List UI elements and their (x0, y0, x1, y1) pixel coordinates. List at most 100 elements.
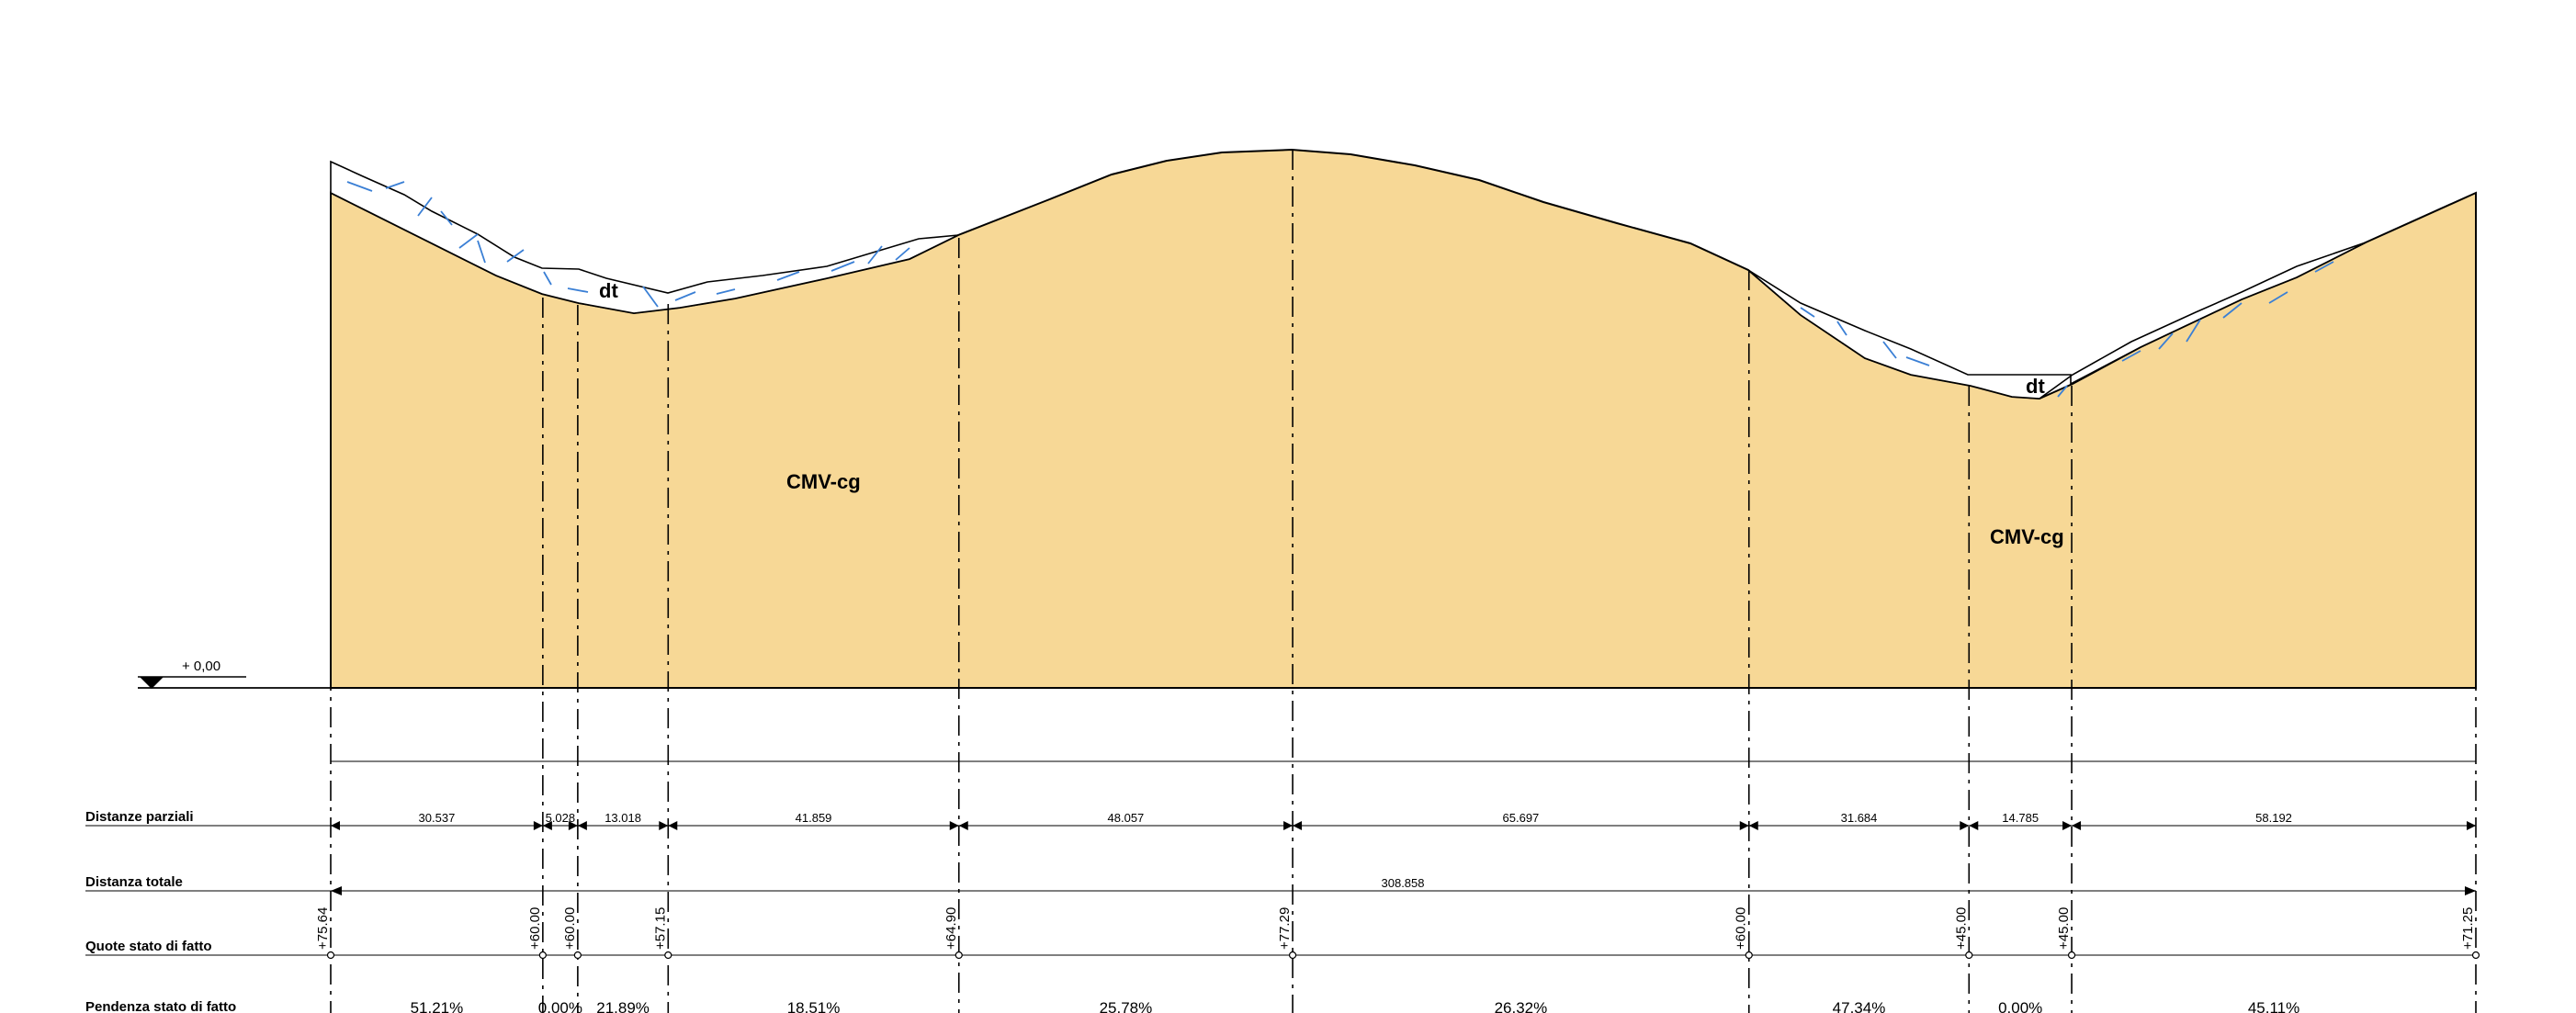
slope-value: 0.00% (1998, 999, 2042, 1013)
partial-arrow-start (668, 821, 678, 830)
height-marker (538, 951, 547, 960)
datum-marker (138, 676, 246, 689)
partial-distance-value: 31.684 (1841, 811, 1878, 825)
soil-layer-fill (330, 148, 2477, 689)
slope-value: 25.78% (1100, 999, 1153, 1013)
height-value: +71.25 (2460, 907, 2476, 950)
hatch-stroke (2186, 319, 2201, 343)
partial-arrow-end (533, 821, 543, 830)
partial-arrow-start (331, 821, 340, 830)
height-value: +60.00 (1734, 907, 1749, 950)
partial-arrow-end (1960, 821, 1970, 830)
height-marker (2471, 951, 2480, 960)
partial-arrow-start (958, 821, 968, 830)
row-label-slope: Pendenza stato di fatto (85, 999, 236, 1013)
hatch-stroke (477, 240, 486, 264)
hatch-stroke (2222, 302, 2243, 319)
partial-distance-value: 48.057 (1108, 811, 1145, 825)
hatch-stroke (506, 249, 525, 263)
partial-arrow-end (1739, 821, 1749, 830)
debris-label-left: dt (599, 279, 618, 302)
total-distance-value: 308.858 (1382, 876, 1425, 890)
hatch-stroke (1800, 307, 1815, 318)
slope-value: 51.21% (411, 999, 464, 1013)
slope-value: 45.11% (2248, 999, 2299, 1013)
hatch-stroke (417, 197, 433, 217)
hatch-stroke (2268, 291, 2288, 304)
height-value: +57.15 (652, 907, 668, 950)
hatch-stroke (1836, 321, 1847, 336)
height-value: +75.64 (315, 907, 331, 950)
slope-value: 21.89% (596, 999, 650, 1013)
partial-distance-value: 41.859 (796, 811, 832, 825)
height-marker (2067, 951, 2076, 960)
row-label-total: Distanza totale (85, 874, 183, 890)
debris-label-right: dt (2026, 375, 2045, 398)
hatch-stroke (346, 181, 373, 192)
partial-arrow-start (542, 821, 552, 830)
row-label-heights: Quote stato di fatto (85, 939, 212, 954)
height-marker (664, 951, 672, 960)
profile-stations: +75.64 +60.00 30.537 51.21% +60.00 5.028 0.00%… (315, 150, 2480, 1013)
partial-arrow-end (2467, 821, 2476, 830)
height-value: +60.00 (527, 907, 543, 950)
hatch-stroke (1905, 356, 1930, 366)
hatch-stroke (895, 247, 910, 261)
partial-arrow-end (2062, 821, 2073, 830)
hatch-stroke (716, 288, 736, 295)
partial-arrow-end (659, 821, 669, 830)
partial-arrow-start (1293, 821, 1303, 830)
hatch-stroke (642, 286, 659, 308)
height-marker (1745, 951, 1753, 960)
height-value: +77.29 (1277, 907, 1293, 950)
height-value: +60.00 (562, 907, 578, 950)
hatch-stroke (2057, 385, 2068, 398)
partial-distance-value: 65.697 (1503, 811, 1540, 825)
height-marker (573, 951, 582, 960)
height-marker (1965, 951, 1973, 960)
debris-hatch (346, 181, 2334, 398)
partial-arrow-start (1969, 821, 1979, 830)
debris-layer-right (1747, 242, 2367, 400)
datum-label: + 0,00 (182, 658, 220, 674)
height-value: +64.90 (943, 907, 959, 950)
hatch-stroke (2121, 350, 2141, 362)
height-value: +45.00 (1953, 907, 1969, 950)
height-value: +45.00 (2056, 907, 2072, 950)
hatch-stroke (440, 210, 453, 226)
partial-arrow-end (949, 821, 959, 830)
soil-label-left: CMV-cg (786, 470, 861, 493)
hatch-stroke (385, 181, 405, 189)
hatch-stroke (830, 261, 855, 272)
row-label-partial: Distanze parziali (85, 809, 194, 825)
partial-arrow-end (1283, 821, 1294, 830)
hatch-stroke (2314, 261, 2334, 273)
hatch-stroke (458, 233, 479, 249)
partial-arrow-end (568, 821, 578, 830)
slope-value: 47.34% (1833, 999, 1886, 1013)
partial-distance-value: 5.028 (546, 811, 576, 825)
hatch-stroke (567, 287, 589, 293)
hatch-stroke (543, 271, 552, 286)
partial-arrow-start (2072, 821, 2082, 830)
partial-arrow-start (577, 821, 587, 830)
hatch-stroke (1882, 341, 1897, 359)
debris-layer-left (330, 160, 959, 314)
height-marker (326, 951, 335, 960)
slope-value: 0.00% (538, 999, 582, 1013)
slope-value: 18.51% (787, 999, 841, 1013)
hatch-stroke (2158, 332, 2174, 350)
total-distance-dimension (331, 886, 342, 895)
partial-distance-value: 58.192 (2255, 811, 2292, 825)
hatch-stroke (776, 271, 800, 281)
partial-distance-value: 13.018 (604, 811, 641, 825)
partial-arrow-start (1748, 821, 1758, 830)
total-arrow-end (2465, 886, 2476, 895)
slope-value: 26.32% (1495, 999, 1548, 1013)
height-marker (1288, 951, 1297, 960)
partial-distance-value: 14.785 (2002, 811, 2039, 825)
soil-label-right: CMV-cg (1990, 525, 2064, 548)
height-marker (955, 951, 963, 960)
hatch-stroke (674, 291, 696, 301)
